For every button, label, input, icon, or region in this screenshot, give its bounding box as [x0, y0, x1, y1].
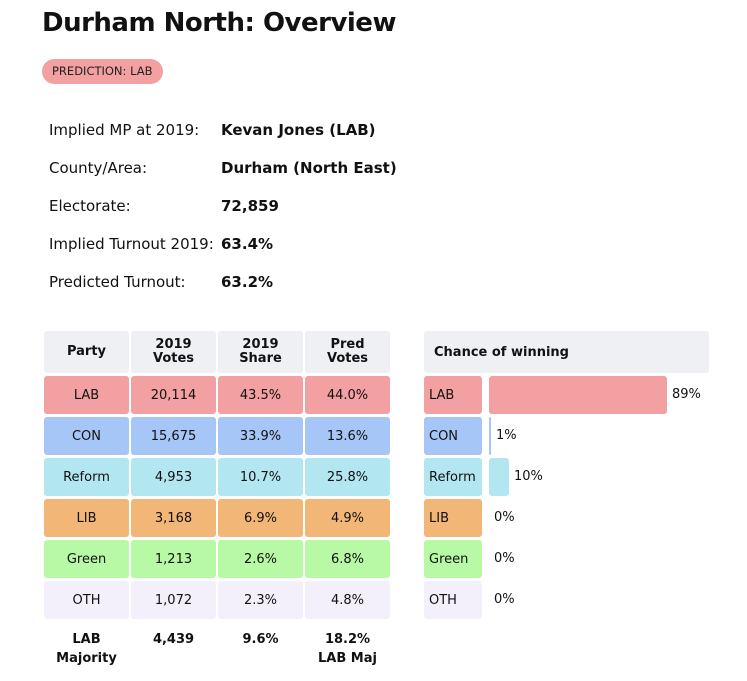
info-label: Predicted Turnout:: [49, 273, 186, 291]
table-cell: 25.8%: [305, 458, 390, 496]
table-cell: 1,072: [131, 581, 216, 619]
table-header-cell: 2019 Share: [218, 331, 303, 373]
table-cell: 3,168: [131, 499, 216, 537]
table-footer-cell: 4,439: [152, 632, 195, 647]
chance-party-label: Green: [424, 540, 482, 578]
chance-percent: 0%: [494, 510, 515, 525]
info-value: Durham (North East): [221, 159, 397, 177]
party-cell: OTH: [44, 581, 129, 619]
table-cell: 2.6%: [218, 540, 303, 578]
party-cell: Green: [44, 540, 129, 578]
table-cell: 15,675: [131, 417, 216, 455]
chance-party-label: CON: [424, 417, 482, 455]
table-cell: 4.9%: [305, 499, 390, 537]
table-cell: 6.8%: [305, 540, 390, 578]
table-cell: 4.8%: [305, 581, 390, 619]
chance-percent: 10%: [514, 469, 543, 484]
party-cell: LAB: [44, 376, 129, 414]
chance-percent: 0%: [494, 592, 515, 607]
info-value: Kevan Jones (LAB): [221, 121, 376, 139]
table-cell: 4,953: [131, 458, 216, 496]
table-cell: 1,213: [131, 540, 216, 578]
info-value: 63.2%: [221, 273, 274, 291]
party-cell: CON: [44, 417, 129, 455]
party-cell: LIB: [44, 499, 129, 537]
table-header-cell: Party: [44, 331, 129, 373]
table-cell: 43.5%: [218, 376, 303, 414]
table-cell: 10.7%: [218, 458, 303, 496]
chance-party-label: OTH: [424, 581, 482, 619]
info-value: 72,859: [221, 197, 279, 215]
chance-party-label: LAB: [424, 376, 482, 414]
table-cell: 6.9%: [218, 499, 303, 537]
chance-party-label: LIB: [424, 499, 482, 537]
info-label: Implied MP at 2019:: [49, 121, 200, 139]
chance-party-label: Reform: [424, 458, 482, 496]
table-footer-cell: 9.6%: [242, 632, 279, 647]
chance-bar: [489, 458, 509, 496]
party-cell: Reform: [44, 458, 129, 496]
info-label: County/Area:: [49, 159, 148, 177]
chance-bar: [489, 417, 491, 455]
table-cell: 20,114: [131, 376, 216, 414]
table-cell: 13.6%: [305, 417, 390, 455]
chance-percent: 89%: [672, 387, 701, 402]
table-header-cell: 2019 Votes: [131, 331, 216, 373]
table-footer-cell: 18.2% LAB Maj: [318, 632, 377, 666]
chance-percent: 1%: [496, 428, 517, 443]
info-value: 63.4%: [221, 235, 274, 253]
table-footer-cell: LAB Majority: [56, 632, 117, 666]
table-header-cell: Pred Votes: [305, 331, 390, 373]
info-label: Electorate:: [49, 197, 131, 215]
page-title: Durham North: Overview: [42, 8, 396, 38]
prediction-badge: PREDICTION: LAB: [42, 59, 163, 84]
table-cell: 33.9%: [218, 417, 303, 455]
chance-percent: 0%: [494, 551, 515, 566]
chance-bar: [489, 376, 667, 414]
table-cell: 2.3%: [218, 581, 303, 619]
table-cell: 44.0%: [305, 376, 390, 414]
info-label: Implied Turnout 2019:: [49, 235, 214, 253]
chance-header: Chance of winning: [424, 331, 709, 373]
